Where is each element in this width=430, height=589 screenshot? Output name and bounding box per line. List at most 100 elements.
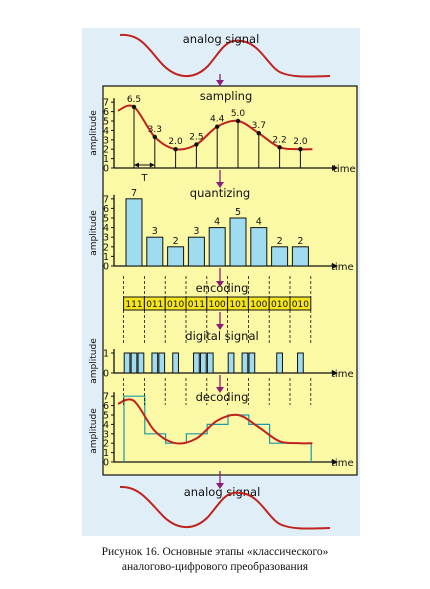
decoding-y-tick-label: 7: [103, 392, 109, 403]
quantized-level-label: 4: [256, 217, 262, 228]
sampling-y-tick-label: 4: [103, 126, 109, 137]
top-analog-waveform: [119, 33, 331, 78]
digital-title: digital signal: [185, 329, 258, 343]
sample-point: [194, 142, 199, 147]
quantized-level-label: 2: [277, 236, 283, 247]
quantizing-y-tick-label: 5: [103, 214, 109, 225]
quantizing-y-tick-label: 0: [103, 262, 109, 273]
digital-ylabel: amplitude: [89, 338, 99, 384]
sample-point: [298, 147, 303, 152]
code-text: 101: [229, 300, 246, 310]
sample-point: [131, 104, 137, 110]
top-signal-label: analog signal: [183, 32, 260, 46]
code-cell: [289, 296, 312, 311]
sample-point: [277, 145, 282, 150]
bottom-analog-waveform: [119, 485, 331, 530]
sampling-y-tick-label: 0: [103, 164, 109, 175]
decoding-staircase: [123, 395, 312, 462]
quantizing-y-tick-label: 3: [103, 233, 109, 244]
digital-pulse: [130, 352, 138, 374]
code-text: 100: [250, 300, 267, 310]
sample-value-label: 5.0: [231, 109, 246, 119]
flow-arrow-head: [216, 324, 224, 330]
quantized-level-label: 2: [173, 236, 179, 247]
digital-pulse: [193, 352, 200, 374]
quantizing-title: quantizing: [190, 186, 250, 200]
digital-pulse: [123, 352, 131, 374]
sample-point: [215, 124, 220, 129]
digital-pulse: [297, 352, 304, 374]
figure-caption: Рисунок 16. Основные этапы «классическог…: [0, 545, 430, 575]
quantized-bar: [229, 217, 247, 267]
sample-value-label: 2.0: [293, 137, 308, 147]
code-text: 010: [167, 300, 184, 310]
decoding-y-tick-label: 2: [103, 439, 109, 450]
quantizing-ylabel: amplitude: [89, 210, 99, 256]
decoding-x-arrow: [332, 459, 338, 465]
quantized-bar: [271, 246, 289, 267]
sample-point: [256, 131, 261, 136]
quantizing-y-tick-label: 4: [103, 223, 109, 234]
code-text: 011: [146, 300, 163, 310]
digital-pulse: [276, 352, 283, 374]
sampling-y-tick-label: 2: [103, 145, 109, 156]
quantizing-y-tick-label: 7: [103, 194, 109, 205]
flow-arrow-head: [216, 80, 224, 86]
quantized-bar: [146, 236, 164, 267]
quantizing-y-tick-label: 2: [103, 242, 109, 253]
quantized-bar: [125, 198, 143, 267]
decoding-y-tick-label: 1: [103, 448, 109, 459]
sampling-x-arrow: [332, 165, 338, 171]
quantized-bar: [167, 246, 185, 267]
code-text: 010: [271, 300, 288, 310]
digital-pulse: [151, 352, 159, 374]
sample-point: [173, 147, 178, 152]
digital-pulse: [158, 352, 166, 374]
flow-arrow-head: [216, 281, 224, 287]
flow-arrow-head: [216, 387, 224, 393]
bottom-signal-label: analog signal: [184, 485, 261, 499]
code-text: 011: [188, 300, 205, 310]
sample-value-label: 3.7: [252, 121, 266, 131]
decoding-title: decoding: [196, 390, 249, 404]
decoding-y-tick-label: 6: [103, 401, 109, 412]
sampling-y-tick-label: 5: [103, 117, 109, 128]
quantizing-x-arrow: [332, 263, 338, 269]
caption-line-1: Рисунок 16. Основные этапы «классическог…: [101, 546, 329, 558]
decoding-ylabel: amplitude: [89, 408, 99, 454]
period-arrow-left: [134, 162, 139, 168]
decoding-y-tick-label: 3: [103, 429, 109, 440]
sampling-title: sampling: [200, 89, 253, 103]
sampling-y-tick-label: 1: [103, 154, 109, 165]
sample-value-label: 2.5: [189, 133, 203, 143]
encoding-title: encoding: [196, 281, 249, 295]
sample-point: [235, 118, 241, 124]
sampling-ylabel: amplitude: [89, 110, 99, 156]
code-text: 100: [209, 300, 226, 310]
quantized-bar: [250, 227, 268, 267]
sampling-y-tick-label: 6: [103, 107, 109, 118]
quantized-bar: [208, 227, 226, 267]
quantized-level-label: 3: [193, 226, 199, 237]
caption-line-2: аналогово-цифрового преобразования: [121, 561, 309, 573]
digital-pulse: [199, 352, 207, 374]
quantized-level-label: 3: [152, 226, 158, 237]
digital-y-tick-label: 1: [103, 349, 109, 360]
decoding-y-tick-label: 4: [103, 420, 109, 431]
flow-arrows: [216, 74, 224, 489]
quantized-level-label: 2: [297, 236, 303, 247]
encoding-codes: 111 011 010 011 100 101 100 010 010: [123, 296, 312, 311]
sampling-xlabel: time: [333, 164, 356, 175]
digital-pulse: [206, 352, 214, 374]
digital-pulse: [137, 352, 145, 374]
period-label: T: [140, 173, 147, 184]
digital-xlabel: time: [331, 369, 354, 380]
quantizing-y-tick-label: 1: [103, 252, 109, 263]
flow-arrow-head: [216, 182, 224, 188]
digital-y-tick-label: 0: [103, 369, 109, 380]
digital-x-arrow: [332, 370, 338, 376]
quantized-bar: [291, 246, 309, 267]
